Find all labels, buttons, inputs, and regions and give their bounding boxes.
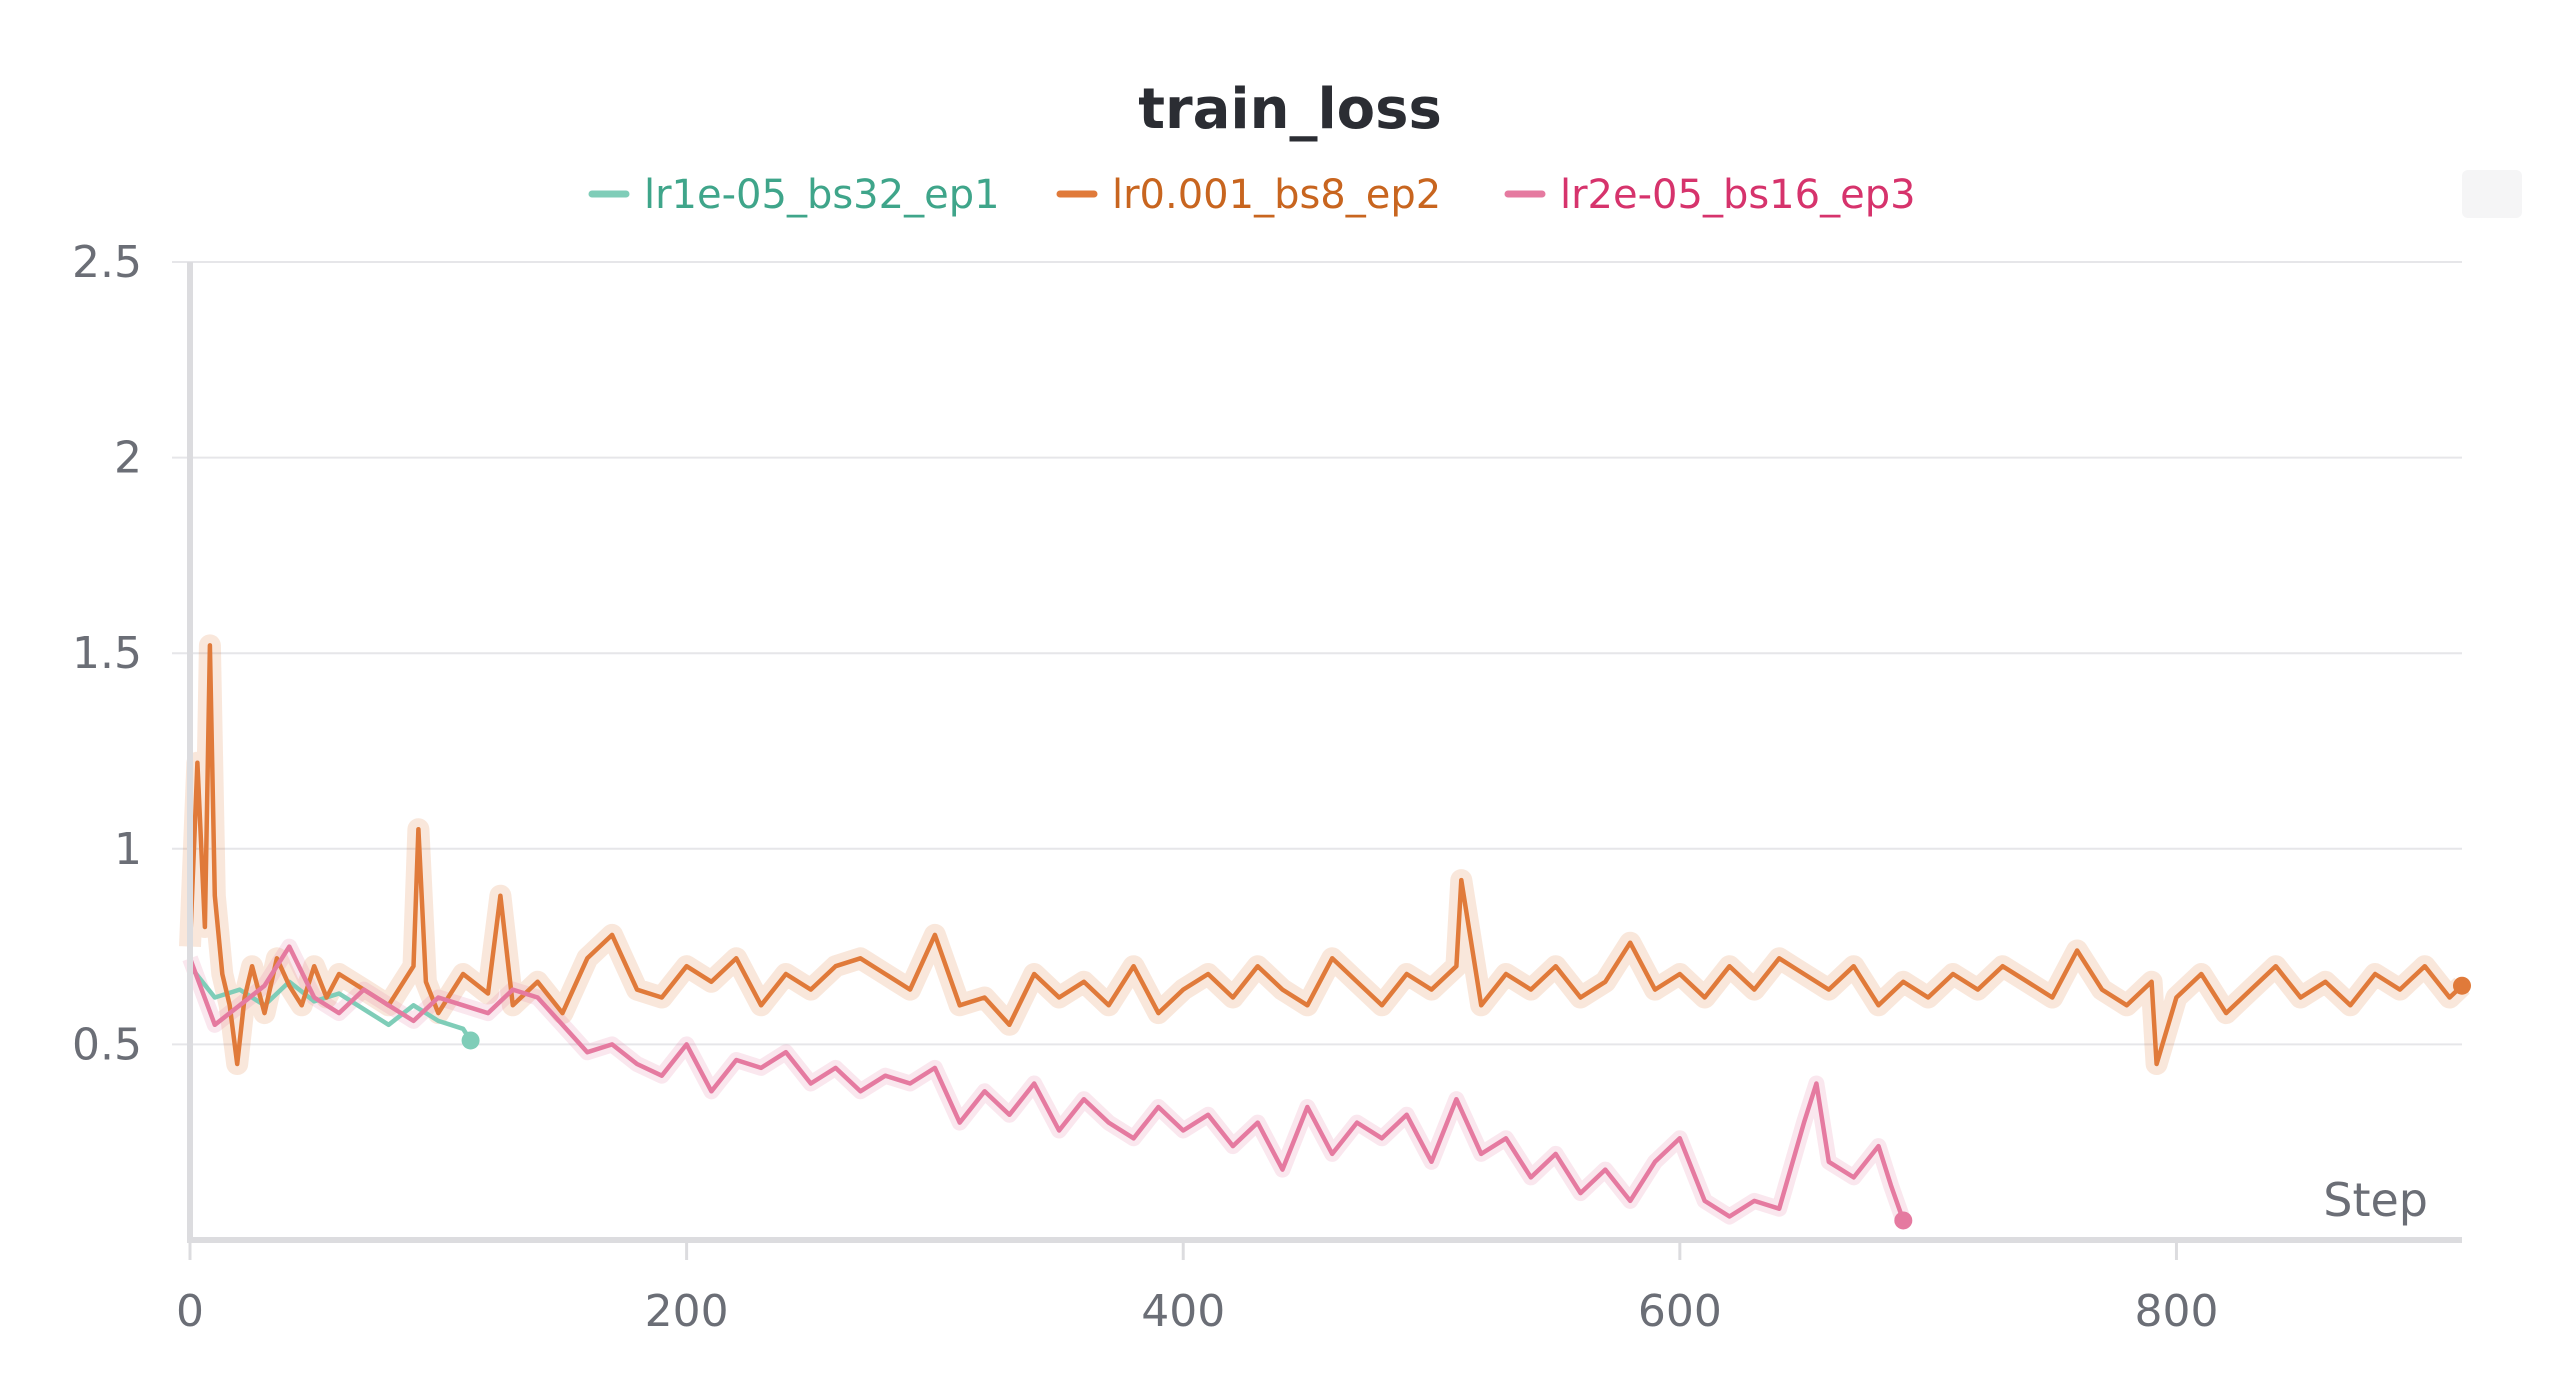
chart-title: train_loss	[1138, 77, 1442, 142]
raw-value-bands	[179, 634, 2470, 1225]
legend[interactable]: lr1e-05_bs32_ep1 lr0.001_bs8_ep2 lr2e-05_b…	[588, 172, 1916, 218]
x-tick-label: 0	[176, 1286, 204, 1337]
legend-label: lr1e-05_bs32_ep1	[644, 172, 1000, 218]
axes: 0.5 1 1.5 2 2.5 0 200 400 600 800	[72, 237, 2462, 1337]
x-tick-label: 400	[1141, 1286, 1225, 1337]
y-tick-label: 1.5	[72, 628, 142, 679]
y-tick-label: 1	[114, 824, 142, 875]
series-end-point	[461, 1031, 480, 1050]
series-end-point	[2453, 976, 2471, 995]
panel-menu-handle[interactable]	[2462, 170, 2522, 218]
legend-item: lr0.001_bs8_ep2	[1056, 172, 1441, 218]
series-line	[187, 963, 473, 1043]
x-tick-label: 200	[645, 1286, 729, 1337]
series-lines	[187, 643, 2471, 1230]
x-axis-label: Step	[2323, 1173, 2428, 1227]
legend-label: lr0.001_bs8_ep2	[1112, 172, 1441, 218]
y-tick-label: 2.5	[72, 237, 142, 288]
grid-lines	[172, 261, 2462, 1046]
y-tick-label: 0.5	[72, 1019, 142, 1070]
x-tick-label: 800	[2134, 1286, 2218, 1337]
legend-item: lr2e-05_bs16_ep3	[1504, 172, 1916, 218]
series-end-point	[1894, 1211, 1913, 1230]
y-tick-label: 2	[114, 433, 142, 484]
series-line	[187, 944, 1906, 1223]
legend-label: lr2e-05_bs16_ep3	[1560, 172, 1916, 218]
legend-item: lr1e-05_bs32_ep1	[588, 172, 1000, 218]
x-tick-label: 600	[1638, 1286, 1722, 1337]
